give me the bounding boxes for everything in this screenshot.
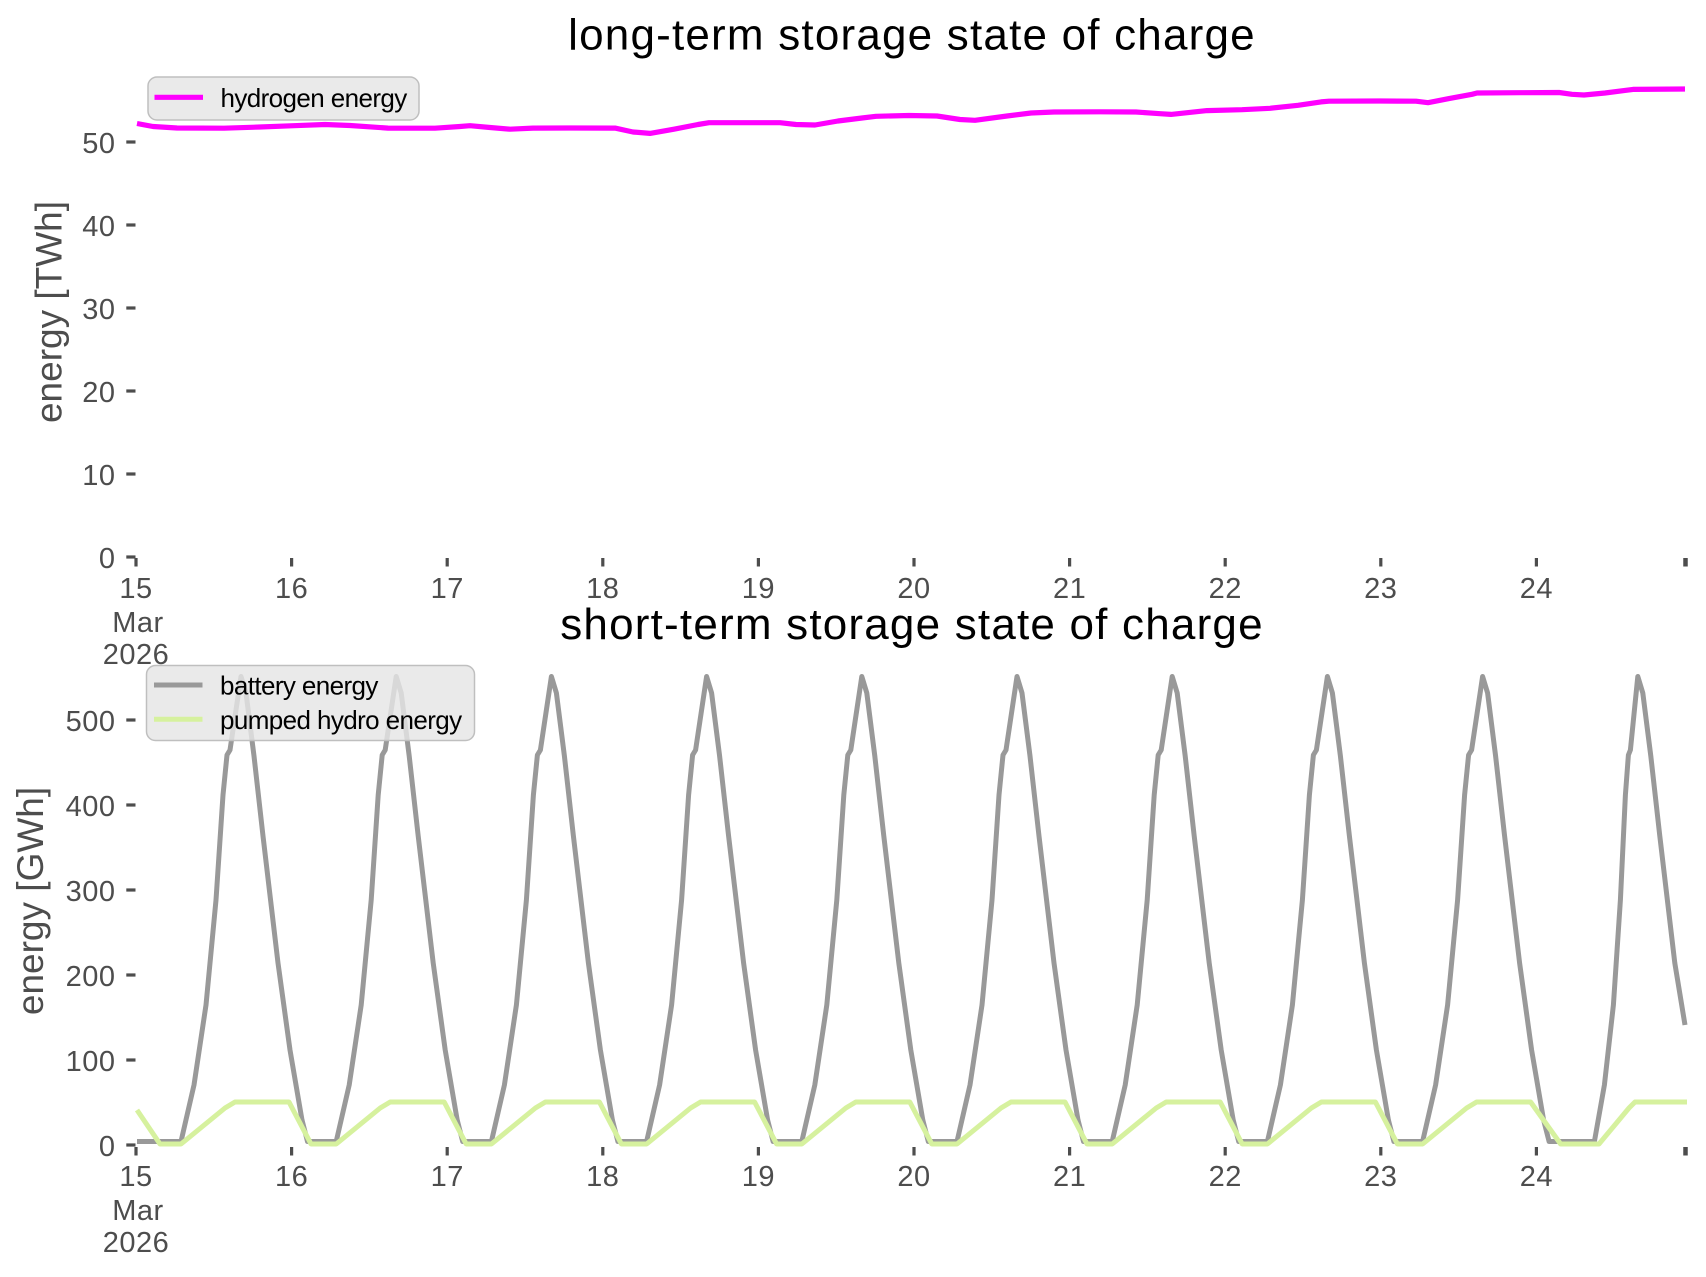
svg-text:17: 17 [431, 573, 464, 605]
svg-text:20: 20 [82, 377, 115, 409]
svg-text:0: 0 [99, 1131, 116, 1163]
svg-text:short-term storage state of ch: short-term storage state of charge [560, 600, 1264, 649]
svg-text:0: 0 [99, 543, 116, 575]
svg-text:300: 300 [66, 876, 116, 908]
svg-text:19: 19 [742, 1161, 775, 1193]
svg-text:16: 16 [275, 573, 308, 605]
svg-text:18: 18 [586, 573, 619, 605]
svg-text:21: 21 [1053, 1161, 1086, 1193]
svg-text:24: 24 [1520, 573, 1553, 605]
svg-text:100: 100 [66, 1046, 116, 1078]
svg-text:pumped hydro energy: pumped hydro energy [220, 705, 462, 735]
svg-text:16: 16 [275, 1161, 308, 1193]
svg-text:10: 10 [82, 460, 115, 492]
svg-text:23: 23 [1364, 573, 1397, 605]
svg-text:Mar: Mar [112, 1195, 163, 1227]
svg-text:200: 200 [66, 961, 116, 993]
svg-text:2026: 2026 [103, 1227, 170, 1259]
svg-text:24: 24 [1520, 1161, 1553, 1193]
svg-text:500: 500 [66, 706, 116, 738]
svg-text:40: 40 [82, 211, 115, 243]
svg-text:20: 20 [897, 573, 930, 605]
svg-text:long-term storage state of cha: long-term storage state of charge [568, 11, 1256, 60]
svg-text:400: 400 [66, 791, 116, 823]
svg-text:17: 17 [431, 1161, 464, 1193]
svg-text:Mar: Mar [112, 607, 163, 639]
svg-text:battery energy: battery energy [220, 671, 378, 701]
svg-text:21: 21 [1053, 573, 1086, 605]
svg-text:23: 23 [1364, 1161, 1397, 1193]
svg-text:15: 15 [119, 1161, 152, 1193]
svg-text:22: 22 [1209, 573, 1242, 605]
svg-text:22: 22 [1209, 1161, 1242, 1193]
svg-text:energy [GWh]: energy [GWh] [10, 787, 51, 1015]
svg-text:15: 15 [119, 573, 152, 605]
svg-text:50: 50 [82, 128, 115, 160]
svg-text:30: 30 [82, 294, 115, 326]
svg-text:20: 20 [897, 1161, 930, 1193]
svg-text:energy [TWh]: energy [TWh] [29, 201, 70, 423]
svg-text:18: 18 [586, 1161, 619, 1193]
svg-text:19: 19 [742, 573, 775, 605]
svg-text:hydrogen energy: hydrogen energy [221, 83, 408, 113]
